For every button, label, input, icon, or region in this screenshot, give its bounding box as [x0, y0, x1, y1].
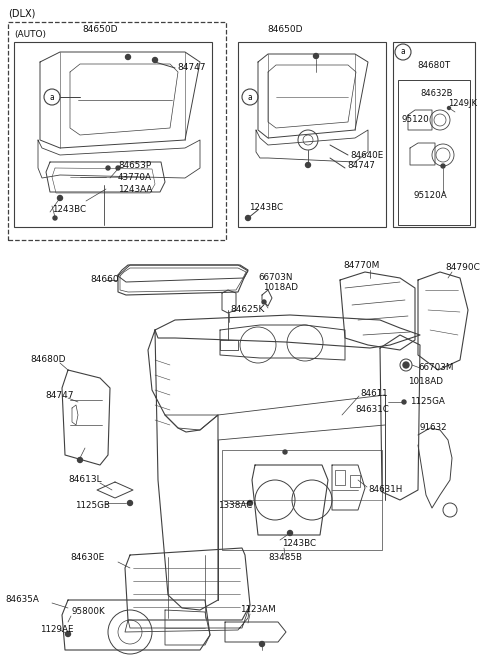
Text: 84613L: 84613L [68, 476, 102, 485]
Bar [393, 42, 475, 227]
Text: 84650D: 84650D [82, 26, 118, 35]
Circle shape [53, 216, 57, 220]
Circle shape [441, 164, 445, 168]
Text: 1018AD: 1018AD [408, 377, 443, 386]
Circle shape [248, 500, 252, 506]
Text: 95800K: 95800K [72, 607, 106, 616]
Text: 91632: 91632 [420, 424, 448, 432]
Text: 84640E: 84640E [350, 151, 383, 160]
Circle shape [125, 54, 131, 60]
Circle shape [283, 450, 287, 454]
Text: a: a [401, 48, 406, 56]
Text: 84747: 84747 [347, 160, 375, 170]
Bar [222, 450, 382, 550]
Text: 84632B: 84632B [420, 88, 453, 98]
Text: 84631C: 84631C [355, 405, 389, 415]
Text: 84625K: 84625K [230, 305, 264, 314]
Circle shape [402, 400, 406, 404]
Text: 84747: 84747 [45, 390, 73, 400]
Text: 1243BC: 1243BC [282, 538, 316, 548]
Text: (AUTO): (AUTO) [14, 29, 46, 39]
Circle shape [245, 215, 251, 221]
Text: 43770A: 43770A [118, 174, 152, 183]
Text: 84790C: 84790C [445, 263, 480, 272]
Bar [238, 42, 386, 227]
Text: a: a [49, 92, 54, 102]
Circle shape [77, 457, 83, 462]
Circle shape [403, 362, 409, 368]
Text: 84747: 84747 [177, 64, 205, 73]
Text: 84631H: 84631H [368, 485, 402, 495]
Text: 1243BC: 1243BC [249, 202, 283, 212]
Text: 84630E: 84630E [70, 553, 104, 563]
Text: (DLX): (DLX) [8, 9, 36, 19]
Text: 1018AD: 1018AD [263, 284, 298, 293]
Text: 1249JK: 1249JK [448, 98, 477, 107]
Text: 83485B: 83485B [268, 553, 302, 563]
Bar [350, 475, 360, 487]
Text: 84680T: 84680T [418, 60, 451, 69]
Circle shape [116, 166, 120, 170]
Circle shape [313, 54, 319, 58]
Circle shape [262, 300, 266, 304]
Text: 66703N: 66703N [258, 274, 292, 282]
Text: 84635A: 84635A [5, 595, 39, 605]
Text: 84680D: 84680D [30, 356, 65, 364]
Text: 66703M: 66703M [418, 364, 454, 373]
Circle shape [128, 500, 132, 506]
Text: 95120A: 95120A [413, 191, 447, 200]
Circle shape [260, 641, 264, 646]
Text: 84611: 84611 [360, 388, 388, 398]
Text: 84660: 84660 [90, 276, 119, 284]
Circle shape [58, 195, 62, 200]
Circle shape [305, 162, 311, 168]
Bar [8, 22, 226, 240]
Text: 84653P: 84653P [118, 162, 151, 170]
Circle shape [106, 166, 110, 170]
Bar [335, 470, 345, 485]
Circle shape [65, 631, 71, 637]
Text: 84650D: 84650D [267, 26, 303, 35]
Text: a: a [248, 92, 252, 102]
Text: 1243AA: 1243AA [118, 185, 152, 193]
Text: 1129AE: 1129AE [40, 626, 73, 635]
Bar [14, 42, 212, 227]
Circle shape [153, 58, 157, 62]
Text: 1125GA: 1125GA [410, 398, 445, 407]
Circle shape [288, 531, 292, 536]
Circle shape [447, 107, 451, 109]
Text: 1125GB: 1125GB [75, 500, 110, 510]
Text: 84770M: 84770M [344, 261, 380, 269]
Text: 1338AC: 1338AC [218, 500, 252, 510]
Text: 1243BC: 1243BC [52, 206, 86, 214]
Text: 1123AM: 1123AM [240, 605, 276, 614]
Bar [398, 80, 470, 225]
Text: 95120: 95120 [402, 115, 430, 124]
